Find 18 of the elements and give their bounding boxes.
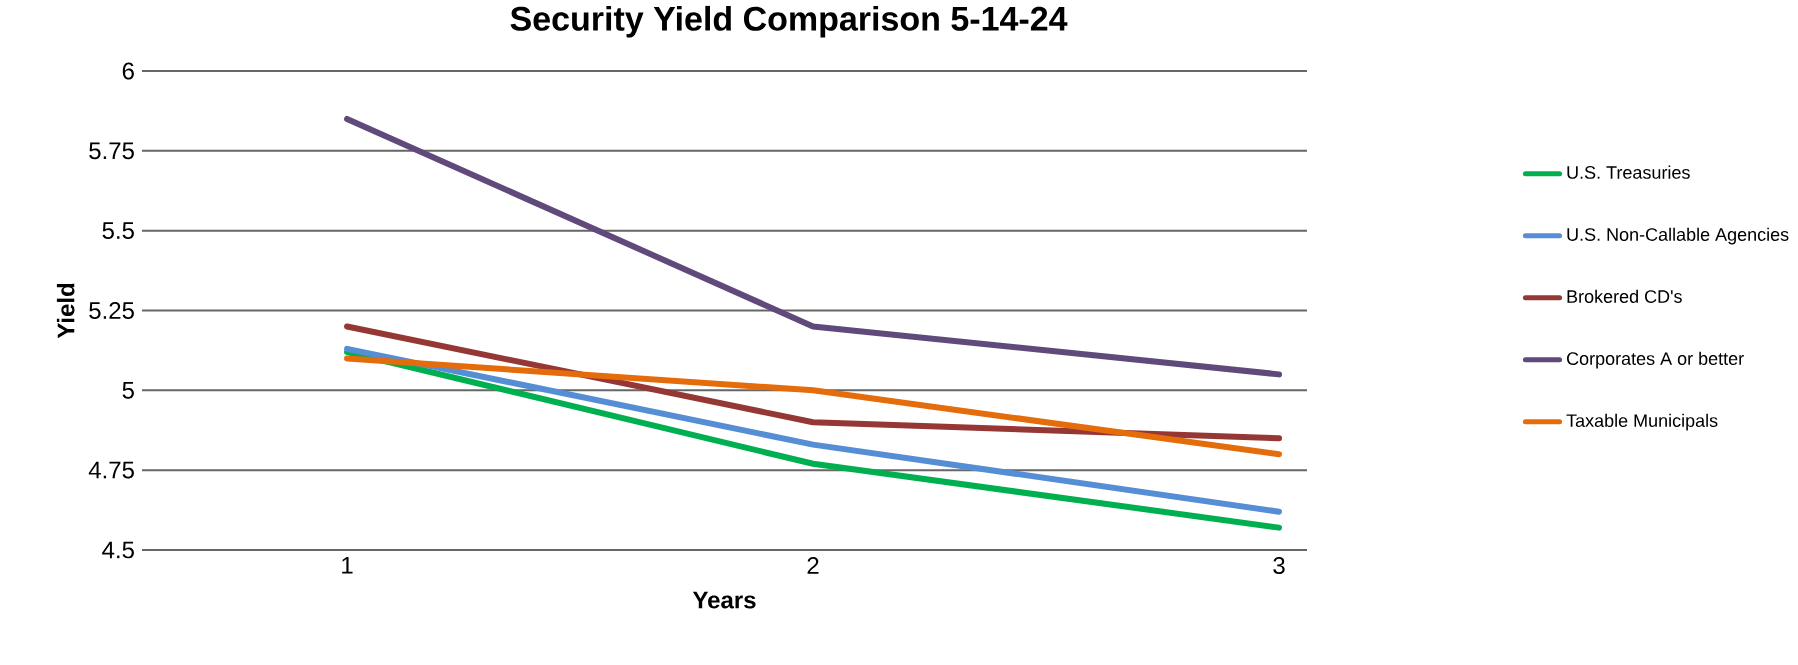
legend-label: Brokered CD's (1567, 289, 1682, 303)
y-axis-title: Yield (56, 283, 75, 339)
x-tick-label: 3 (1273, 557, 1285, 575)
y-tick-label: 4.75 (88, 461, 134, 479)
y-tick-label: 5.75 (89, 142, 134, 160)
legend-label: Corporates A or better (1566, 351, 1744, 369)
legend-label: Taxable Municipals (1566, 413, 1718, 431)
x-axis-title: Years (692, 591, 756, 609)
x-tick-label: 2 (807, 557, 819, 574)
legend-label: U.S. Non-Callable Agencies (1567, 227, 1789, 245)
y-tick-label: 5.25 (89, 302, 134, 319)
chart-title: Security Yield Comparison 5-14-24 (510, 5, 1068, 38)
y-tick-label: 5.5 (102, 222, 134, 240)
y-tick-label: 5 (122, 381, 134, 399)
y-tick-label: 6 (122, 62, 134, 80)
x-tick-label: 1 (342, 557, 353, 574)
y-tick-label: 4.5 (102, 541, 134, 559)
legend-label: U.S. Treasuries (1567, 165, 1690, 179)
